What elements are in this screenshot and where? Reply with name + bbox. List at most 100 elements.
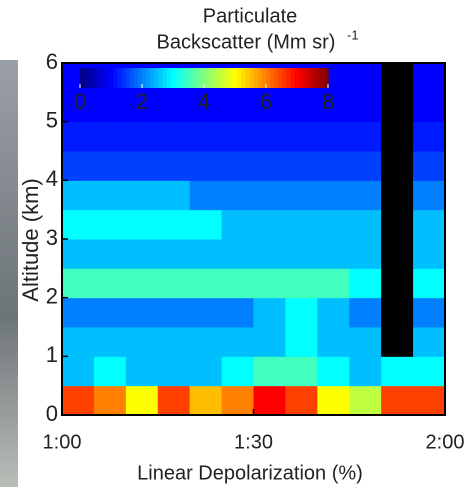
heat-cell bbox=[157, 268, 191, 299]
heat-cell bbox=[253, 297, 286, 328]
heat-cell bbox=[125, 327, 159, 357]
colorbar-segment bbox=[179, 68, 184, 88]
heat-cell bbox=[317, 297, 350, 328]
colorbar-segment bbox=[175, 68, 180, 88]
heat-cell bbox=[157, 385, 191, 416]
colorbar-segment bbox=[290, 68, 296, 88]
colorbar-segment bbox=[220, 68, 226, 88]
heat-cell bbox=[285, 92, 318, 123]
heat-cell bbox=[189, 180, 223, 211]
heat-cell bbox=[253, 92, 286, 123]
heat-cell bbox=[125, 121, 159, 152]
heat-cell bbox=[253, 356, 286, 387]
heat-cell bbox=[125, 356, 159, 387]
heat-cell bbox=[93, 180, 127, 211]
heat-cell bbox=[157, 92, 191, 123]
heat-cell bbox=[221, 385, 254, 416]
colorbar-segment bbox=[212, 68, 217, 88]
heat-cell bbox=[221, 151, 254, 181]
colorbar-tick-label: 6 bbox=[260, 89, 272, 114]
heat-cell bbox=[413, 297, 446, 328]
heat-cell bbox=[157, 327, 191, 357]
colorbar-unit: Backscatter (Mm sr) bbox=[157, 31, 336, 53]
heat-cell bbox=[349, 268, 382, 299]
colorbar-segment bbox=[204, 68, 209, 88]
heat-cell bbox=[285, 297, 318, 328]
colorbar-segment bbox=[125, 68, 131, 88]
colorbar-segment bbox=[228, 68, 234, 88]
colorbar-segment bbox=[294, 68, 300, 88]
heat-cell bbox=[253, 121, 286, 152]
heat-cell bbox=[413, 385, 446, 416]
heat-cell bbox=[349, 385, 382, 416]
heat-cell bbox=[62, 180, 95, 211]
y-tick-label: 1 bbox=[46, 342, 58, 367]
heat-cell bbox=[93, 268, 127, 299]
heat-cell bbox=[189, 297, 223, 328]
heat-cell bbox=[413, 92, 446, 123]
colorbar-segment bbox=[96, 68, 102, 88]
heat-cell bbox=[125, 239, 159, 269]
no-data-cell bbox=[381, 180, 414, 211]
heat-cell bbox=[253, 180, 286, 211]
no-data-cell bbox=[381, 151, 414, 181]
heat-cell bbox=[317, 356, 350, 387]
heat-cell bbox=[285, 180, 318, 211]
heat-cell bbox=[157, 180, 191, 211]
colorbar-segment bbox=[154, 68, 160, 88]
colorbar-segment bbox=[88, 68, 93, 88]
heat-cell bbox=[349, 327, 382, 357]
heat-cell bbox=[189, 356, 223, 387]
heat-cell bbox=[285, 327, 318, 357]
heat-cell bbox=[125, 151, 159, 181]
heat-cell bbox=[285, 268, 318, 299]
y-tick-label: 5 bbox=[46, 107, 58, 132]
colorbar-segment bbox=[100, 68, 106, 88]
colorbar-segment bbox=[286, 68, 292, 88]
colorbar-segment bbox=[199, 68, 205, 88]
colorbar-segment bbox=[183, 68, 189, 88]
heat-cell bbox=[189, 121, 223, 152]
heat-cell bbox=[189, 151, 223, 181]
heat-cell bbox=[317, 239, 350, 269]
colorbar-segment bbox=[307, 68, 313, 88]
heat-cell bbox=[93, 209, 127, 240]
colorbar-segment bbox=[133, 68, 139, 88]
colorbar-segment bbox=[158, 68, 164, 88]
heat-cell bbox=[221, 92, 254, 123]
colorbar-segment bbox=[319, 68, 325, 88]
heat-cell bbox=[413, 268, 446, 299]
heat-cell bbox=[349, 297, 382, 328]
colorbar-segment bbox=[108, 68, 114, 88]
colorbar-segment bbox=[245, 68, 251, 88]
colorbar-segment bbox=[208, 68, 213, 88]
heat-cell bbox=[125, 268, 159, 299]
colorbar-segment bbox=[224, 68, 230, 88]
heat-cell bbox=[93, 356, 127, 387]
colorbar-tick-label: 0 bbox=[74, 89, 86, 114]
heat-cell bbox=[62, 385, 95, 416]
colorbar-segment bbox=[323, 68, 329, 88]
heat-cell bbox=[285, 121, 318, 152]
colorbar-tick-label: 4 bbox=[198, 89, 210, 114]
colorbar-segment bbox=[191, 68, 197, 88]
heat-cell bbox=[317, 92, 350, 123]
heat-cell bbox=[93, 121, 127, 152]
heat-cell bbox=[93, 92, 127, 123]
heat-cell bbox=[189, 92, 223, 123]
heat-cell bbox=[221, 297, 254, 328]
y-tick-label: 3 bbox=[46, 225, 58, 250]
heat-cell bbox=[381, 385, 414, 416]
heat-cell bbox=[62, 297, 95, 328]
heat-cell bbox=[317, 327, 350, 357]
heat-cell bbox=[221, 209, 254, 240]
heat-cell bbox=[93, 327, 127, 357]
heat-cell bbox=[413, 356, 446, 387]
heat-cell bbox=[317, 385, 350, 416]
heat-cell bbox=[157, 297, 191, 328]
heat-cell bbox=[317, 180, 350, 211]
colorbar-segment bbox=[121, 68, 127, 88]
heat-cell bbox=[349, 180, 382, 211]
heat-cell bbox=[381, 356, 414, 387]
colorbar-tick-label: 8 bbox=[322, 89, 334, 114]
